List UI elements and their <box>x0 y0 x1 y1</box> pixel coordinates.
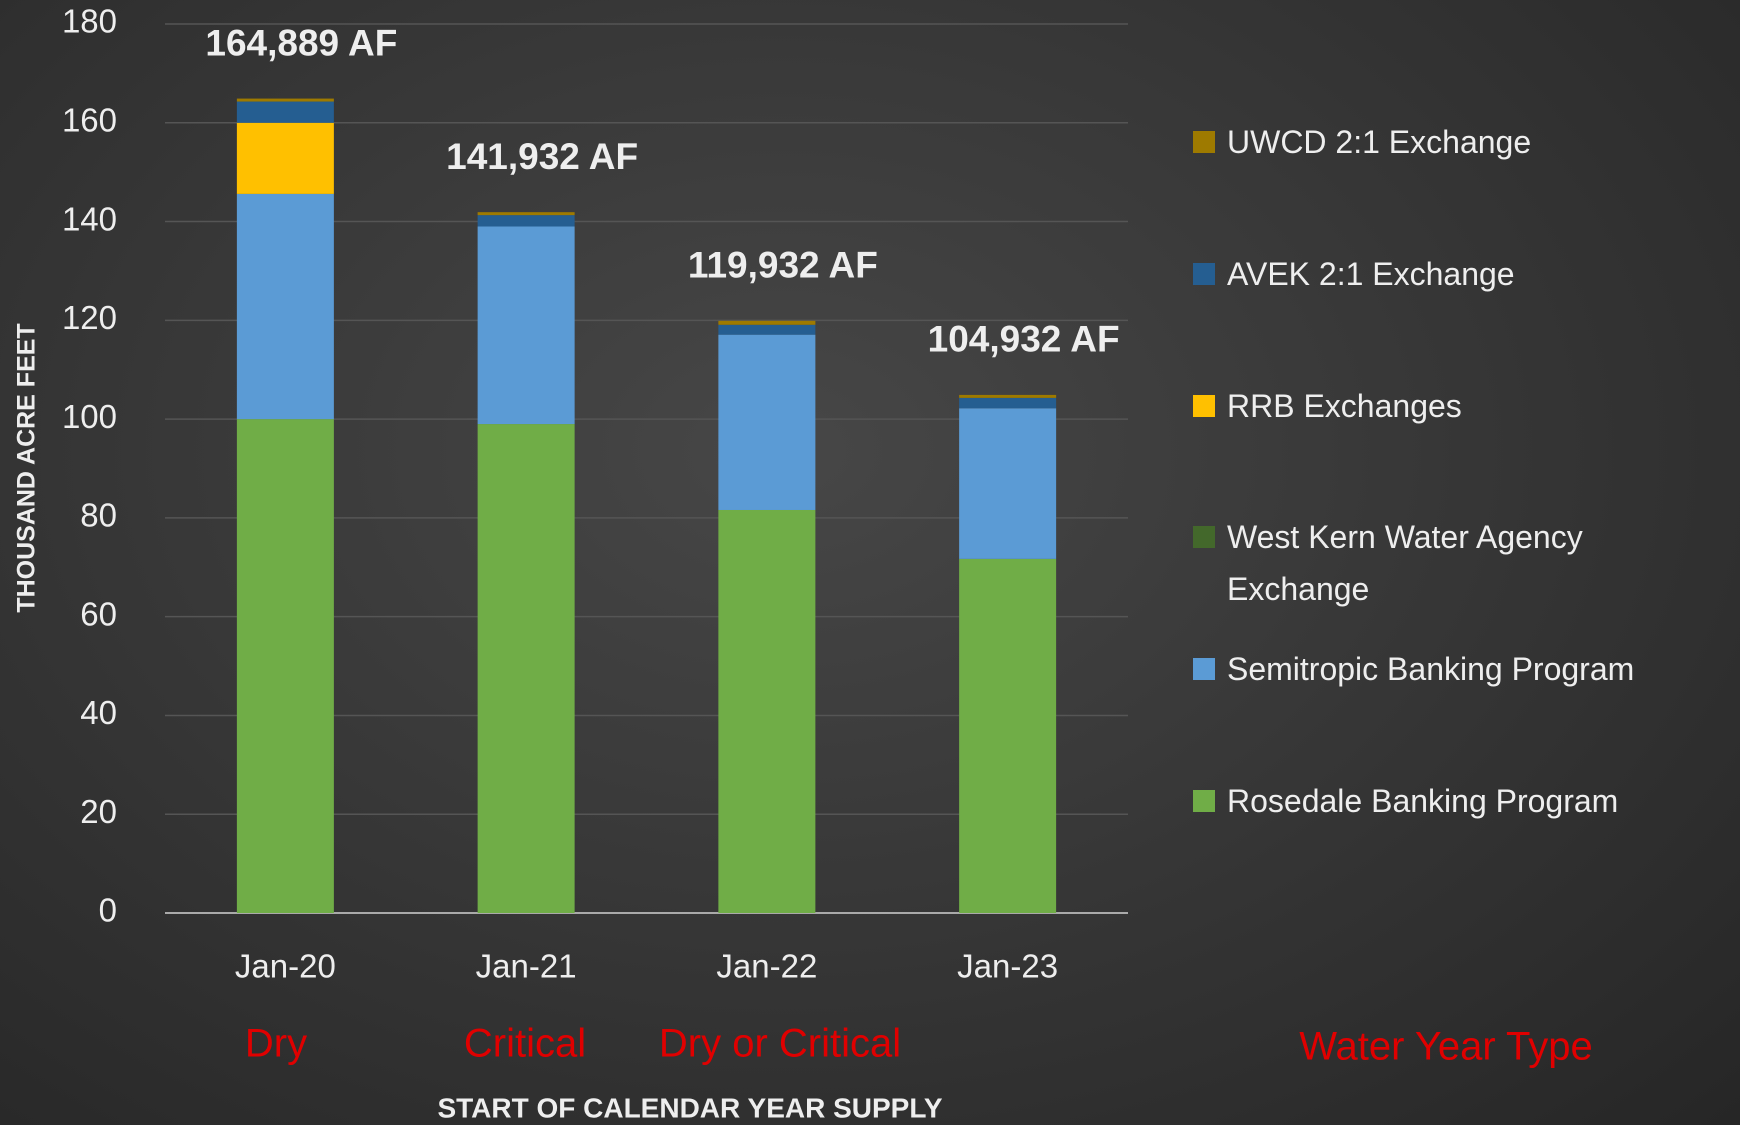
bar-segment <box>477 212 575 216</box>
y-tick-label: 80 <box>80 497 117 534</box>
legend-swatch <box>1193 790 1215 812</box>
y-tick-label: 160 <box>62 101 117 138</box>
y-tick-label: 180 <box>62 3 117 40</box>
total-label: 164,889 AF <box>205 22 397 63</box>
water-year-type: Dry <box>245 1022 307 1066</box>
legend-item: West Kern Water Agency Exchange <box>1193 511 1693 615</box>
bar-segment <box>236 98 334 102</box>
legend-label: Rosedale Banking Program <box>1227 783 1619 819</box>
y-tick-label: 120 <box>62 299 117 336</box>
total-label: 104,932 AF <box>928 319 1120 360</box>
bar-segment <box>959 394 1057 398</box>
bar-segment <box>236 419 334 913</box>
legend-label: UWCD 2:1 Exchange <box>1227 124 1532 160</box>
legend-label: AVEK 2:1 Exchange <box>1227 256 1515 292</box>
bar-segment <box>959 558 1057 913</box>
x-tick-label: Jan-23 <box>957 948 1058 985</box>
bar-segment <box>959 397 1057 409</box>
y-tick-label: 0 <box>99 892 117 929</box>
bar-segment <box>477 215 575 227</box>
total-label: 119,932 AF <box>688 245 878 286</box>
legend-label: RRB Exchanges <box>1227 388 1462 424</box>
legend-swatch <box>1193 395 1215 417</box>
y-tick-label: 40 <box>80 694 117 731</box>
y-axis-label: THOUSAND ACRE FEET <box>13 323 41 612</box>
legend-item: AVEK 2:1 Exchange <box>1193 248 1693 300</box>
bar-segment <box>718 509 816 913</box>
x-tick-label: Jan-21 <box>476 948 577 985</box>
legend-item: UWCD 2:1 Exchange <box>1193 116 1693 168</box>
bar-segment <box>959 408 1057 559</box>
total-label: 141,932 AF <box>446 136 638 177</box>
bar-segment <box>718 324 816 335</box>
legend-swatch <box>1193 263 1215 285</box>
water-year-legend: Water Year Type <box>1299 1025 1593 1069</box>
legend-label: Semitropic Banking Program <box>1227 651 1635 687</box>
legend-label: West Kern Water Agency Exchange <box>1227 519 1583 607</box>
legend-item: Rosedale Banking Program <box>1193 775 1693 827</box>
bar-segment <box>477 424 575 913</box>
legend-swatch <box>1193 526 1215 548</box>
y-tick-label: 60 <box>80 595 117 632</box>
legend-swatch <box>1193 658 1215 680</box>
bar-segment <box>718 320 816 325</box>
y-tick-label: 20 <box>80 793 117 830</box>
legend-item: RRB Exchanges <box>1193 380 1693 432</box>
bar-segment <box>236 193 334 420</box>
bar-segment <box>236 122 334 194</box>
water-year-type: Dry or Critical <box>659 1022 901 1066</box>
legend-item: Semitropic Banking Program <box>1193 643 1693 695</box>
bar-segment <box>718 334 816 510</box>
bar-segment <box>236 101 334 123</box>
x-tick-label: Jan-22 <box>716 948 817 985</box>
y-tick-label: 100 <box>62 398 117 435</box>
bar-segment <box>477 226 575 425</box>
legend-swatch <box>1193 131 1215 153</box>
y-tick-label: 140 <box>62 200 117 237</box>
x-tick-label: Jan-20 <box>235 948 336 985</box>
x-axis-label: START OF CALENDAR YEAR SUPPLY <box>437 1092 942 1123</box>
water-year-type: Critical <box>464 1022 586 1066</box>
